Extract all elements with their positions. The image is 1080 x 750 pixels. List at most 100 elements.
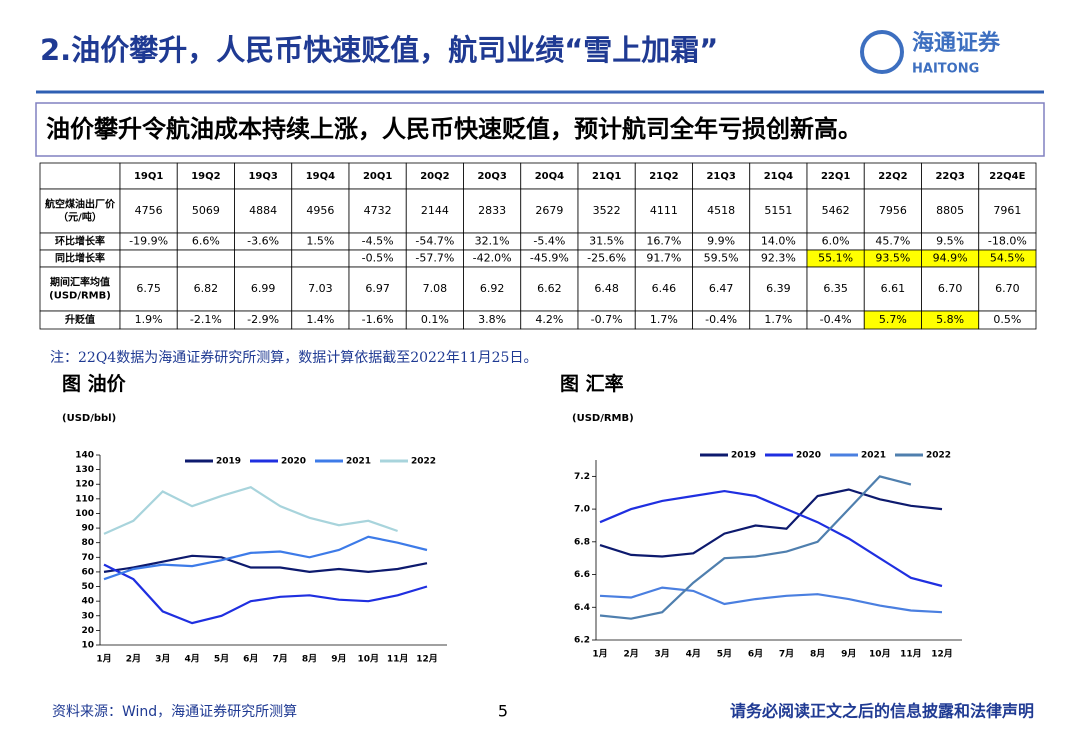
- x-tick-label: 2月: [126, 654, 141, 665]
- table-value: 4884: [249, 204, 277, 217]
- table-value: 54.5%: [990, 252, 1025, 265]
- table-value: 6.97: [365, 282, 390, 295]
- table-value: -0.4%: [820, 313, 852, 326]
- table-value: -5.4%: [533, 235, 565, 248]
- table-value: 6.99: [251, 282, 276, 295]
- table-value: -54.7%: [415, 235, 454, 248]
- table-value: 3.8%: [478, 313, 506, 326]
- x-tick-label: 11月: [387, 654, 409, 665]
- table-cell: [291, 249, 350, 268]
- table-cell: [291, 162, 350, 190]
- table-cell: [119, 266, 178, 312]
- chart-title: 图 汇率: [560, 372, 624, 395]
- y-tick-label: 60: [81, 567, 94, 577]
- table-value: -42.0%: [473, 252, 512, 265]
- column-header: 19Q3: [248, 171, 277, 182]
- table-value: 4732: [364, 204, 392, 217]
- legend-label: 2022: [411, 457, 436, 467]
- table-value: 5.7%: [879, 313, 907, 326]
- x-tick-label: 3月: [155, 654, 170, 665]
- table-cell: [234, 249, 293, 268]
- x-tick-label: 12月: [931, 649, 953, 660]
- column-header: 20Q3: [477, 171, 506, 182]
- table-value: 5069: [192, 204, 220, 217]
- y-tick-label: 40: [81, 597, 94, 607]
- table-value: 6.75: [136, 282, 161, 295]
- table-cell: [749, 162, 808, 190]
- legend-label: 2020: [281, 457, 306, 467]
- row-label: 升贬值: [65, 313, 95, 326]
- x-tick-label: 8月: [302, 654, 317, 665]
- table-value: 6.62: [537, 282, 562, 295]
- y-tick-label: 20: [81, 626, 94, 636]
- y-tick-label: 7.0: [574, 505, 590, 515]
- table-value: 31.5%: [589, 235, 624, 248]
- table-value: 1.5%: [306, 235, 334, 248]
- table-value: 8805: [936, 204, 964, 217]
- y-tick-label: 130: [75, 465, 94, 475]
- table-value: -57.7%: [415, 252, 454, 265]
- table-value: 93.5%: [875, 252, 910, 265]
- table-value: 6.0%: [822, 235, 850, 248]
- table-value: 6.92: [480, 282, 505, 295]
- table-value: 6.35: [823, 282, 848, 295]
- table-value: 4.2%: [535, 313, 563, 326]
- x-tick-label: 9月: [331, 654, 346, 665]
- x-tick-label: 4月: [184, 654, 199, 665]
- table-cell: [692, 266, 751, 312]
- table-cell: [978, 266, 1037, 312]
- y-tick-label: 6.8: [574, 537, 590, 547]
- y-tick-label: 30: [81, 611, 94, 621]
- table-cell: [234, 162, 293, 190]
- table-value: -0.5%: [362, 252, 394, 265]
- table-value: 6.48: [594, 282, 619, 295]
- table-cell: [119, 249, 178, 268]
- series-line: [599, 488, 943, 558]
- x-tick-label: 5月: [214, 654, 229, 665]
- series-line: [103, 563, 428, 625]
- table-cell: [863, 162, 922, 190]
- column-header: 20Q4: [535, 171, 564, 182]
- table-cell: [806, 162, 865, 190]
- legend-label: 2022: [926, 451, 951, 461]
- y-axis-label: (USD/RMB): [572, 413, 634, 424]
- table-value: 0.5%: [993, 313, 1021, 326]
- subtitle: 油价攀升令航油成本持续上涨，人民币快速贬值，预计航司全年亏损创新高。: [46, 115, 862, 143]
- table-value: -1.6%: [362, 313, 394, 326]
- y-tick-label: 100: [75, 509, 94, 519]
- series-line: [599, 489, 943, 588]
- column-header: 19Q1: [134, 171, 163, 182]
- x-tick-label: 4月: [686, 649, 701, 660]
- column-header: 21Q1: [592, 171, 621, 182]
- table-cell: [176, 266, 235, 312]
- table-value: 6.47: [709, 282, 734, 295]
- y-tick-label: 140: [75, 451, 94, 461]
- logo-icon: [860, 30, 904, 74]
- series-line: [599, 586, 943, 614]
- column-header: 22Q1: [821, 171, 850, 182]
- table-cell: [806, 188, 865, 234]
- page-number: 5: [498, 702, 508, 721]
- table-value: 6.70: [938, 282, 963, 295]
- table-cell: [520, 266, 579, 312]
- table-value: 5151: [764, 204, 792, 217]
- table-cell: [520, 188, 579, 234]
- table-cell: [234, 266, 293, 312]
- table-cell: [634, 188, 693, 234]
- table-value: 94.9%: [933, 252, 968, 265]
- table-cell: [39, 266, 121, 312]
- table-value: 5462: [822, 204, 850, 217]
- x-tick-label: 3月: [655, 649, 670, 660]
- table-value: 1.7%: [650, 313, 678, 326]
- table-value: -2.9%: [247, 313, 279, 326]
- legend-label: 2019: [731, 451, 756, 461]
- table-cell: [405, 162, 464, 190]
- table-value: -3.6%: [247, 235, 279, 248]
- x-tick-label: 12月: [416, 654, 438, 665]
- table-cell: [463, 162, 522, 190]
- disclaimer: 请务必阅读正文之后的信息披露和法律声明: [730, 702, 1034, 721]
- table-cell: [39, 162, 121, 190]
- table-cell: [234, 188, 293, 234]
- table-cell: [463, 266, 522, 312]
- legend-label: 2021: [346, 457, 371, 467]
